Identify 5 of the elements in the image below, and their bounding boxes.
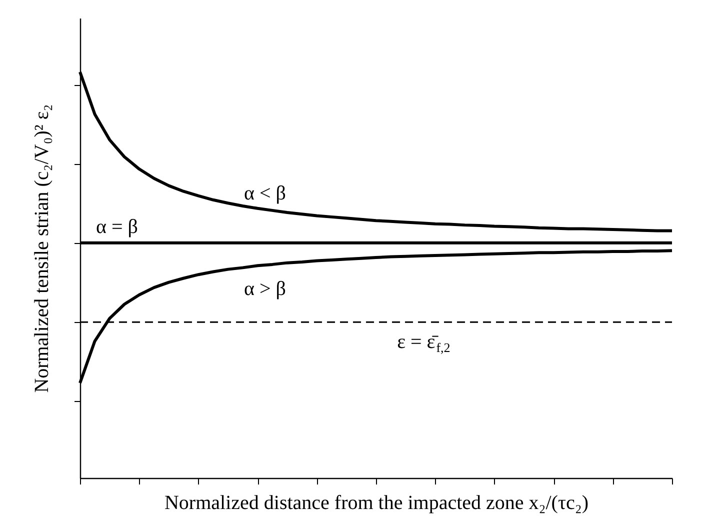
series-label: α < β [244, 182, 286, 204]
series-label: α = β [96, 216, 138, 238]
series-label: α > β [244, 278, 286, 300]
y-axis-title: Normalized tensile strian (c₂/V₀)² ε₂ [31, 104, 53, 393]
x-axis-title: Normalized distance from the impacted zone x₂/(τc₂) [164, 492, 589, 514]
